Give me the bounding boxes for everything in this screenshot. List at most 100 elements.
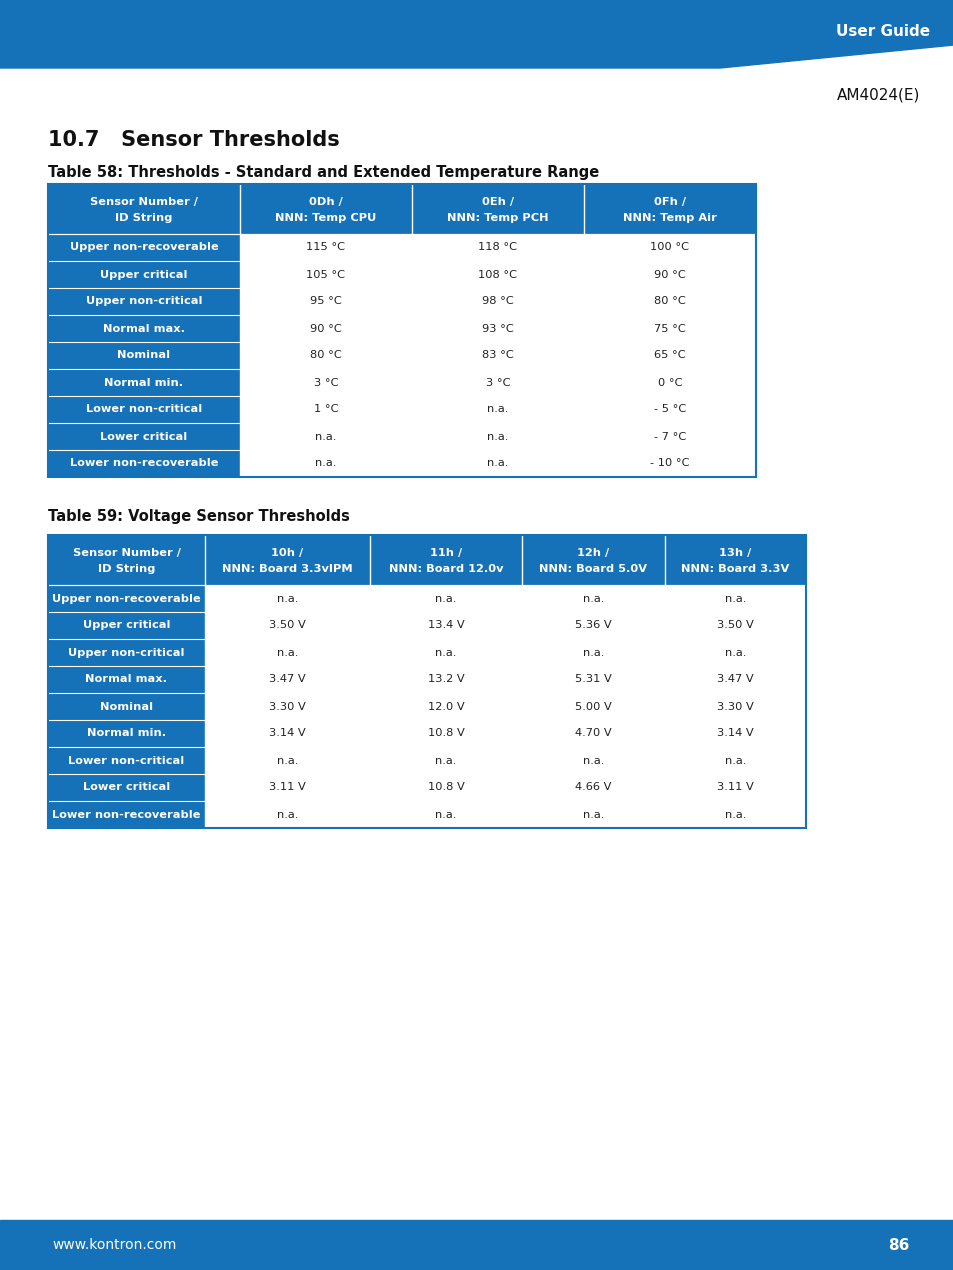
- Text: 3 °C: 3 °C: [485, 377, 510, 387]
- Bar: [205, 665, 370, 693]
- Bar: [370, 801, 521, 828]
- Bar: [664, 747, 805, 773]
- Bar: [205, 639, 370, 665]
- Text: Lower non-critical: Lower non-critical: [86, 405, 202, 414]
- Text: Lower non-recoverable: Lower non-recoverable: [70, 458, 218, 469]
- Text: n.a.: n.a.: [276, 593, 298, 603]
- Bar: [370, 693, 521, 720]
- Text: 80 °C: 80 °C: [310, 351, 341, 361]
- Bar: [48, 184, 240, 234]
- Text: Upper non-critical: Upper non-critical: [69, 648, 185, 658]
- Text: 4.66 V: 4.66 V: [575, 782, 611, 792]
- Bar: [370, 639, 521, 665]
- Bar: [240, 342, 412, 370]
- Text: AM4024(E): AM4024(E): [836, 88, 919, 103]
- Text: 3.11 V: 3.11 V: [269, 782, 306, 792]
- Bar: [412, 342, 583, 370]
- Bar: [521, 612, 664, 639]
- Bar: [521, 773, 664, 801]
- Text: Table 59: Voltage Sensor Thresholds: Table 59: Voltage Sensor Thresholds: [48, 509, 350, 525]
- Bar: [583, 342, 755, 370]
- Text: n.a.: n.a.: [582, 756, 603, 766]
- Bar: [48, 288, 240, 315]
- Bar: [205, 747, 370, 773]
- Text: NNN: Temp CPU: NNN: Temp CPU: [275, 213, 376, 224]
- Bar: [240, 423, 412, 450]
- Bar: [521, 535, 664, 585]
- Text: n.a.: n.a.: [724, 756, 745, 766]
- Bar: [48, 747, 205, 773]
- Bar: [370, 612, 521, 639]
- Bar: [240, 315, 412, 342]
- Bar: [412, 450, 583, 478]
- Text: 100 °C: 100 °C: [650, 243, 689, 253]
- Text: 1 °C: 1 °C: [314, 405, 338, 414]
- Text: 3.47 V: 3.47 V: [269, 674, 306, 685]
- Bar: [664, 693, 805, 720]
- Bar: [48, 234, 240, 262]
- Bar: [48, 370, 240, 396]
- Text: 0Fh /: 0Fh /: [654, 197, 685, 207]
- Text: n.a.: n.a.: [315, 432, 336, 442]
- Text: - 10 °C: - 10 °C: [650, 458, 689, 469]
- Bar: [48, 585, 205, 612]
- Text: User Guide: User Guide: [835, 24, 929, 39]
- Bar: [583, 315, 755, 342]
- Bar: [583, 450, 755, 478]
- Text: 5.36 V: 5.36 V: [575, 621, 611, 630]
- Text: n.a.: n.a.: [435, 593, 456, 603]
- Polygon shape: [0, 1220, 953, 1270]
- Polygon shape: [0, 0, 953, 69]
- Text: NNN: Temp PCH: NNN: Temp PCH: [447, 213, 548, 224]
- Bar: [664, 665, 805, 693]
- Bar: [583, 234, 755, 262]
- Bar: [583, 423, 755, 450]
- Bar: [240, 396, 412, 423]
- Bar: [48, 450, 240, 478]
- Text: Upper critical: Upper critical: [83, 621, 170, 630]
- Text: n.a.: n.a.: [276, 756, 298, 766]
- Bar: [205, 612, 370, 639]
- Text: ID String: ID String: [98, 564, 155, 574]
- Text: Normal min.: Normal min.: [104, 377, 183, 387]
- Bar: [370, 773, 521, 801]
- Bar: [205, 801, 370, 828]
- Bar: [48, 801, 205, 828]
- Text: n.a.: n.a.: [435, 756, 456, 766]
- Text: 3.30 V: 3.30 V: [269, 701, 306, 711]
- Bar: [48, 773, 205, 801]
- Text: www.kontron.com: www.kontron.com: [52, 1238, 176, 1252]
- Text: 118 °C: 118 °C: [478, 243, 517, 253]
- Text: Normal min.: Normal min.: [87, 729, 166, 738]
- Text: n.a.: n.a.: [487, 405, 508, 414]
- Text: 3.30 V: 3.30 V: [717, 701, 753, 711]
- Bar: [583, 262, 755, 288]
- Text: 0 °C: 0 °C: [657, 377, 681, 387]
- Bar: [412, 184, 583, 234]
- Text: Sensor Number /: Sensor Number /: [90, 197, 197, 207]
- Text: 75 °C: 75 °C: [654, 324, 685, 334]
- Text: Nominal: Nominal: [100, 701, 152, 711]
- Text: Upper critical: Upper critical: [100, 269, 188, 279]
- Text: 95 °C: 95 °C: [310, 296, 341, 306]
- Bar: [664, 585, 805, 612]
- Bar: [370, 720, 521, 747]
- Text: Upper non-recoverable: Upper non-recoverable: [52, 593, 201, 603]
- Text: n.a.: n.a.: [315, 458, 336, 469]
- Bar: [48, 535, 205, 585]
- Text: 3.50 V: 3.50 V: [269, 621, 306, 630]
- Bar: [240, 288, 412, 315]
- Text: 10.8 V: 10.8 V: [427, 782, 464, 792]
- Bar: [583, 370, 755, 396]
- Text: 0Dh /: 0Dh /: [309, 197, 342, 207]
- Text: 93 °C: 93 °C: [481, 324, 514, 334]
- Bar: [240, 234, 412, 262]
- Text: 13h /: 13h /: [719, 547, 751, 558]
- Bar: [521, 801, 664, 828]
- Text: ID String: ID String: [115, 213, 172, 224]
- Text: Normal max.: Normal max.: [103, 324, 185, 334]
- Text: Sensor Number /: Sensor Number /: [72, 547, 180, 558]
- Text: 3.14 V: 3.14 V: [717, 729, 753, 738]
- Bar: [48, 423, 240, 450]
- Bar: [48, 184, 755, 478]
